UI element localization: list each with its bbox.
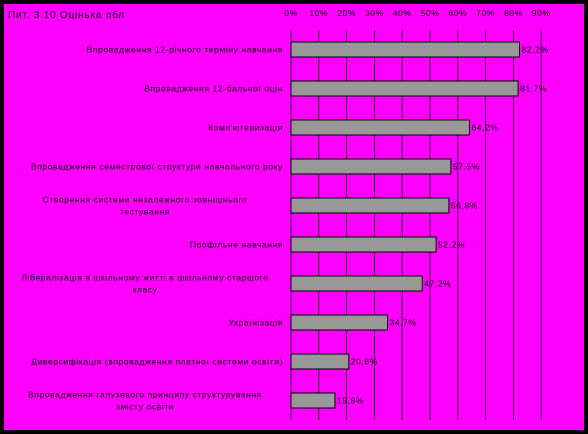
category-label: Диверсифікація (впровадження платної сис… [31, 357, 283, 367]
x-tick-label: 40% [393, 8, 412, 18]
chart-title: Пит. 3.10 Оцінька обл [8, 9, 125, 21]
category-label: Створення системи незалежного зовнішньог… [43, 195, 248, 217]
bar-value-label: 34,7% [389, 318, 416, 328]
category-label: Комп'ютеризація [208, 123, 283, 133]
bar [290, 197, 450, 214]
bar-value-label: 64,2% [471, 123, 498, 133]
bar-value-label: 47,2% [424, 279, 451, 289]
x-tick-label: 90% [532, 8, 551, 18]
bar [290, 275, 423, 292]
x-tick-label: 50% [421, 8, 440, 18]
category-label: Впровадження галузевого принципу структу… [28, 390, 262, 412]
bars: 82,2% 81,7% 64,2% 57,5% 56,8% 52,2% 47,2% 34,7%… [290, 41, 549, 409]
bar [290, 80, 519, 97]
bar [290, 236, 437, 253]
bar-value-label: 81,7% [520, 84, 547, 94]
category-label: Українізація [229, 318, 283, 328]
x-axis-ticks: 0% 10% 20% 30% 40% 50% 60% 70% 80% 90% [284, 8, 550, 18]
bar [290, 353, 350, 370]
bar-value-label: 82,2% [522, 45, 549, 55]
bar [290, 119, 470, 136]
category-label: Впровадження 12-бальної оцін [144, 84, 283, 94]
category-label: Лібералізація в шкільному житті в шкільн… [21, 273, 268, 295]
category-label: Впровадження 12-річного терміну навчання [87, 45, 283, 55]
bar-value-label: 15,8% [337, 396, 364, 406]
x-tick-label: 80% [504, 8, 523, 18]
bar-value-label: 57,5% [453, 162, 480, 172]
x-tick-label: 70% [476, 8, 495, 18]
bar [290, 314, 388, 331]
x-tick-label: 20% [337, 8, 356, 18]
bar [290, 41, 521, 58]
bar-value-label: 20,8% [351, 357, 378, 367]
bar [290, 392, 336, 409]
category-label: Впровадження семестрової структури навча… [31, 162, 283, 172]
category-label: Профільне навчання [190, 240, 283, 250]
x-tick-label: 0% [284, 8, 298, 18]
x-tick-label: 60% [448, 8, 467, 18]
x-tick-label: 10% [309, 8, 328, 18]
bar-value-label: 56,8% [451, 201, 478, 211]
category-labels: Впровадження 12-річного терміну навчання… [21, 45, 283, 412]
x-tick-label: 30% [365, 8, 384, 18]
bar [290, 158, 452, 175]
bar-value-label: 52,2% [438, 240, 465, 250]
